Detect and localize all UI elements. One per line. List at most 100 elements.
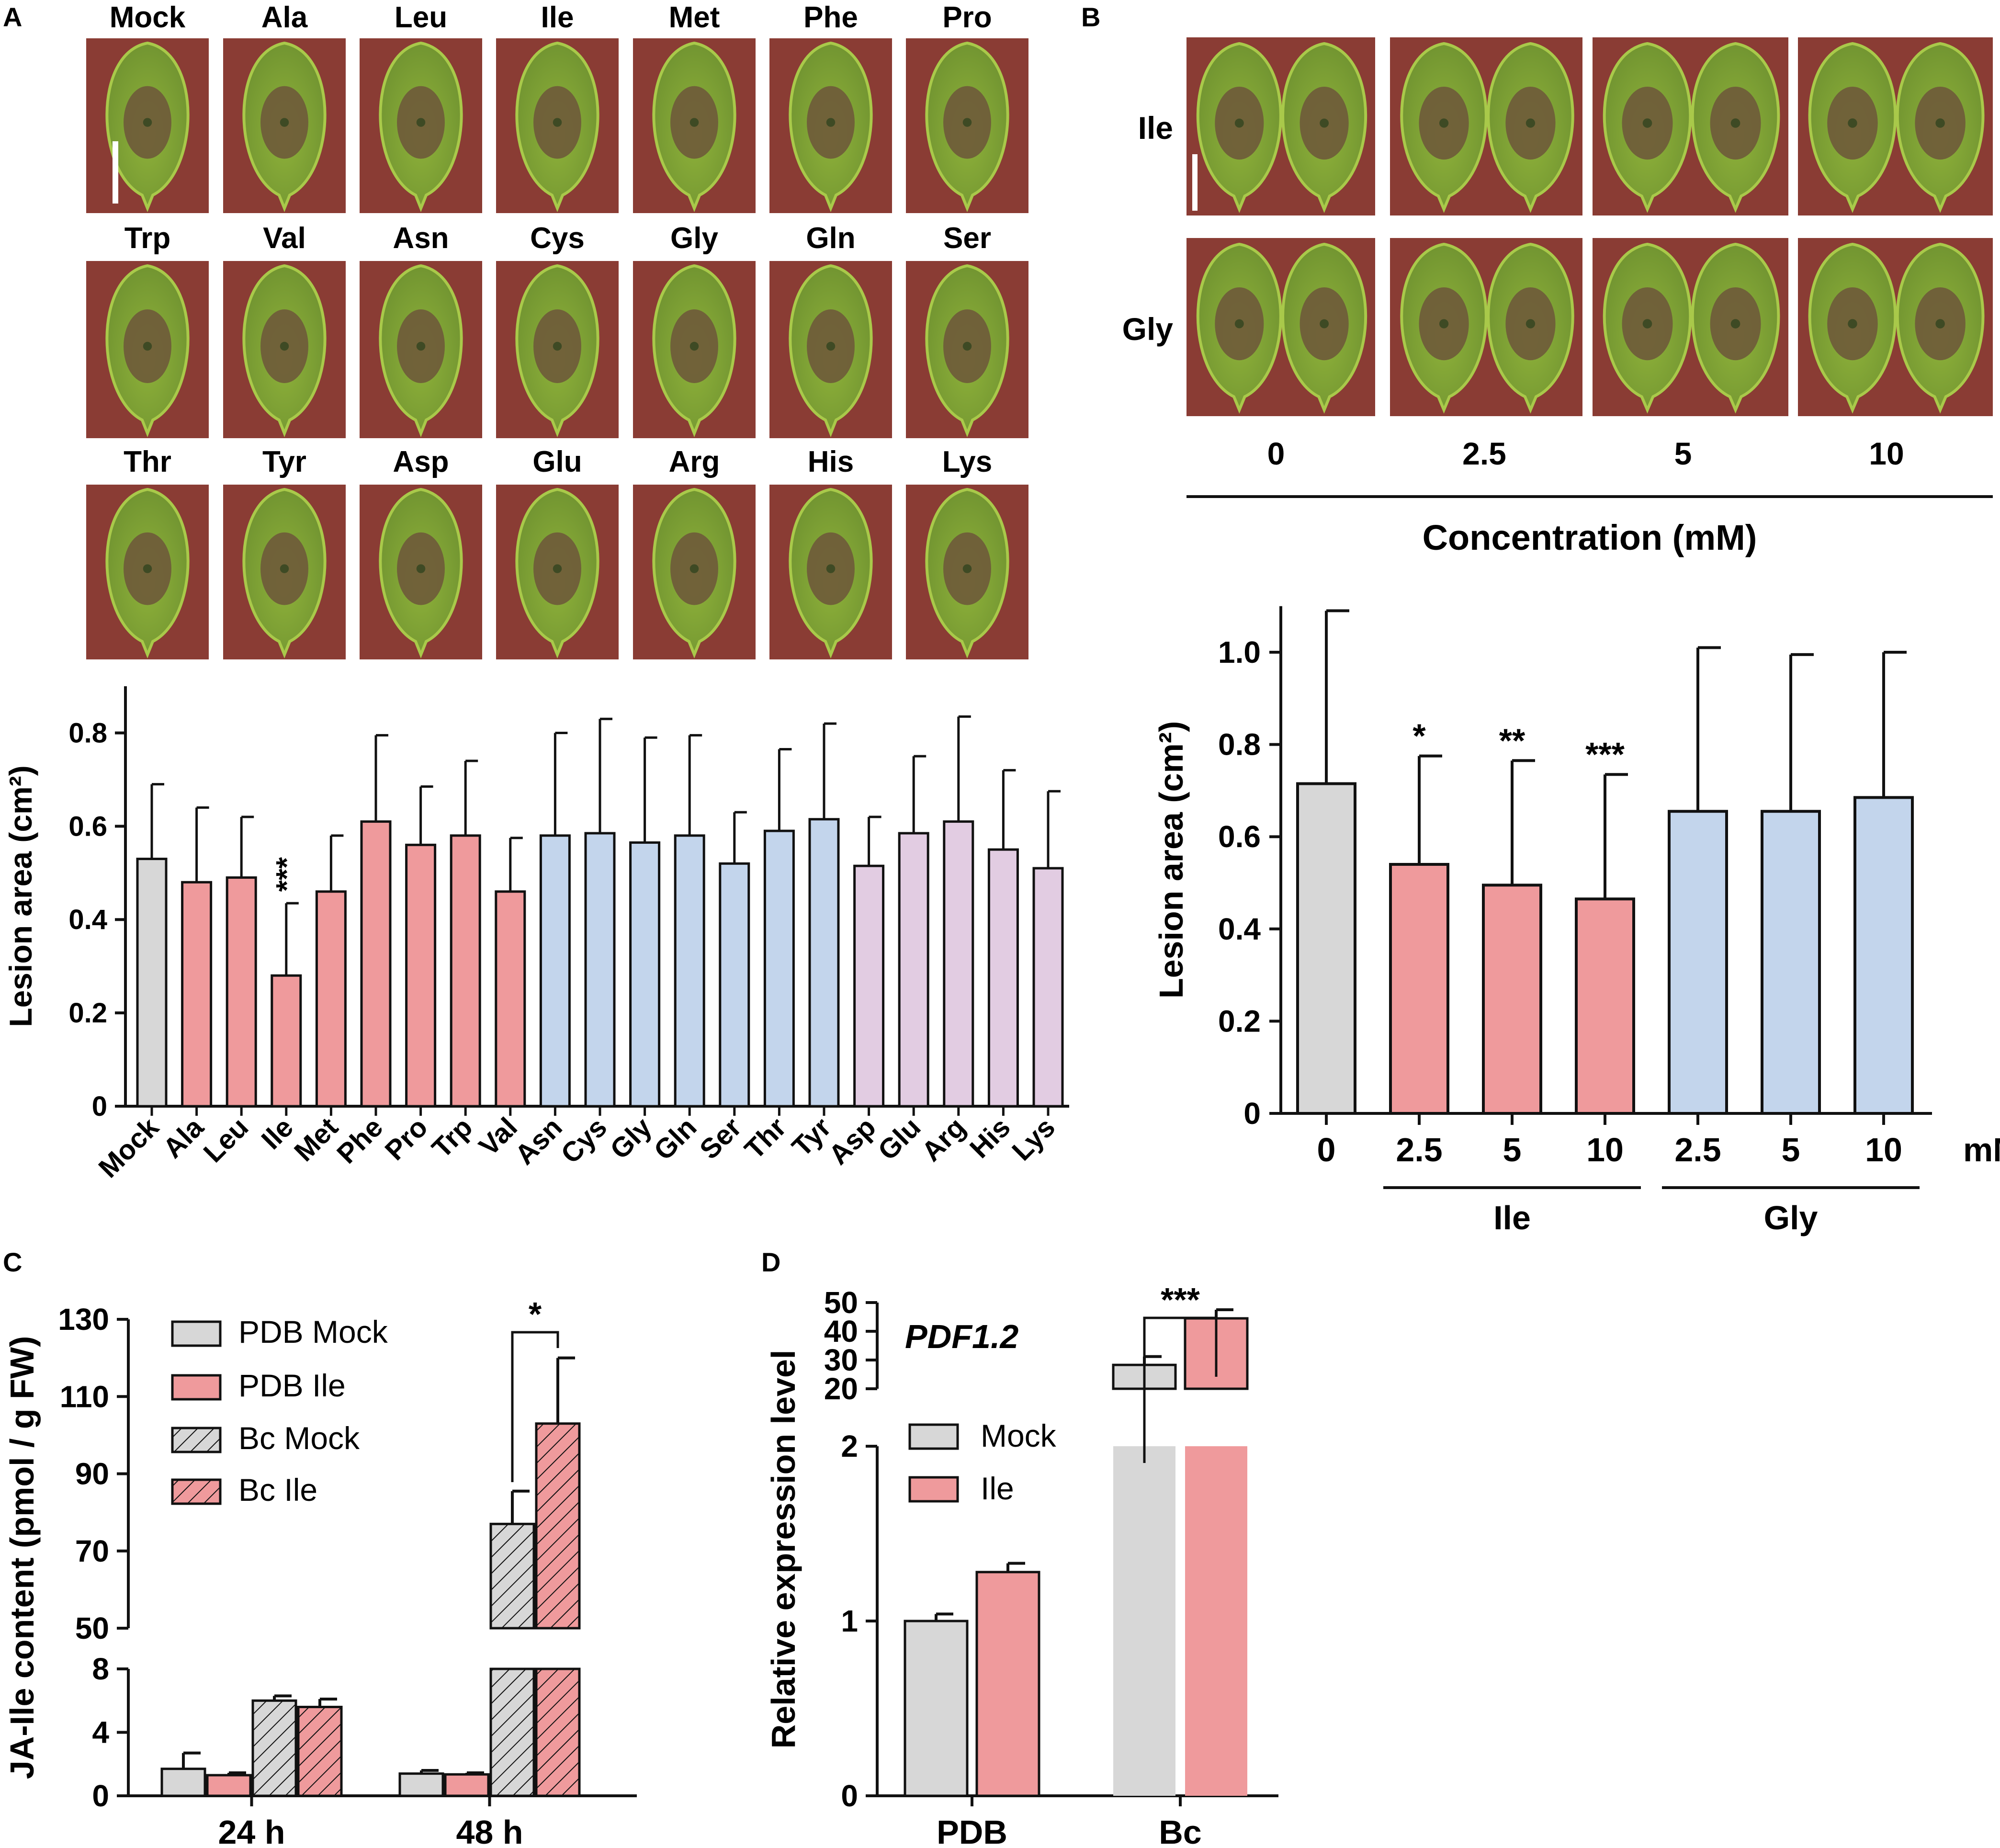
leaf-image bbox=[1603, 242, 1692, 414]
y-tick-label: 0.2 bbox=[68, 998, 107, 1029]
leaf-image-ala bbox=[242, 41, 327, 213]
leaf-image-gly bbox=[652, 264, 736, 438]
photo-label-cys: Cys bbox=[530, 222, 585, 255]
bar-tyr bbox=[808, 818, 840, 1108]
leaf-image-mock bbox=[105, 41, 190, 213]
x-tick-label-leu: Leu bbox=[198, 1111, 255, 1168]
photo-label-asn: Asn bbox=[393, 222, 449, 255]
leaf-lesion-center bbox=[1935, 319, 1945, 329]
leaf-lesion-center bbox=[689, 564, 699, 573]
bar-gly bbox=[629, 841, 661, 1108]
x-tick-label-his: His bbox=[964, 1111, 1017, 1164]
scale-bar bbox=[1192, 154, 1198, 211]
gene-label: PDF1.2 bbox=[905, 1318, 1018, 1355]
legend-label-pdb-mock: PDB Mock bbox=[238, 1314, 388, 1349]
x-tick-label: 0 bbox=[1317, 1131, 1336, 1168]
x-tick-label-met: Met bbox=[288, 1111, 344, 1168]
x-tick-label: 2.5 bbox=[1396, 1131, 1442, 1168]
panel-c-letter: C bbox=[3, 1247, 22, 1277]
bar-mock bbox=[136, 858, 168, 1108]
leaf-image-met bbox=[652, 41, 736, 213]
x-tick-label-Bc: Bc bbox=[1159, 1814, 1201, 1848]
bar-4 bbox=[1668, 810, 1728, 1115]
legend-swatch-mock bbox=[908, 1423, 959, 1450]
y-tick-label: 4 bbox=[92, 1715, 109, 1750]
bar-phe bbox=[360, 820, 392, 1108]
bar-bc-mock bbox=[489, 1522, 535, 1630]
panel-b-chart: 0 0.2 0.4 0.6 0.8 1.0 Lesion area (cm²) 0 2.5 * 5 *… bbox=[1153, 606, 2000, 1236]
bar-ile bbox=[975, 1571, 1040, 1797]
leaf-lesion-center bbox=[1730, 118, 1740, 128]
leaf-lesion-center bbox=[280, 341, 289, 351]
leaf-image bbox=[1400, 242, 1488, 414]
leaf-image bbox=[1808, 242, 1897, 414]
bar-5 bbox=[1761, 810, 1821, 1115]
significance-marker: * bbox=[529, 1295, 542, 1333]
y-tick-label: 40 bbox=[824, 1314, 858, 1349]
x-tick-label-PDB: PDB bbox=[937, 1814, 1007, 1848]
leaf-lesion-center bbox=[962, 564, 972, 573]
photo-label-met: Met bbox=[669, 1, 720, 34]
leaf-image-glu bbox=[515, 488, 599, 659]
bar-met bbox=[315, 890, 347, 1108]
x-tick-label-gly: Gly bbox=[604, 1111, 658, 1165]
leaf-lesion-center bbox=[1234, 118, 1244, 128]
y-axis-title: Relative expression level bbox=[765, 1350, 802, 1749]
leaf-image-ser bbox=[925, 264, 1009, 438]
photo-row-label-gly: Gly bbox=[1122, 311, 1174, 347]
leaf-image bbox=[1603, 42, 1692, 213]
leaf-lesion-center bbox=[143, 564, 152, 573]
y-tick-label: 1 bbox=[841, 1604, 858, 1638]
x-tick-label-48-h: 48 h bbox=[456, 1814, 523, 1848]
photo-label-ser: Ser bbox=[943, 222, 991, 255]
y-tick-label: 0.6 bbox=[68, 811, 107, 842]
y-tick-label: 50 bbox=[75, 1611, 109, 1645]
leaf-lesion-center bbox=[1320, 319, 1329, 329]
legend-swatch-ile bbox=[908, 1476, 959, 1503]
y-tick-label: 2 bbox=[841, 1429, 858, 1463]
unit-label: mM bbox=[1963, 1131, 2000, 1168]
bar-glu bbox=[898, 832, 929, 1108]
photo-label-leu: Leu bbox=[395, 1, 447, 34]
leaf-lesion-center bbox=[553, 341, 562, 351]
leaf-lesion-center bbox=[280, 564, 289, 573]
y-tick-label: 0.8 bbox=[68, 717, 107, 748]
leaf-image-asn bbox=[379, 264, 463, 438]
leaf-image bbox=[1487, 42, 1574, 213]
photo-label-phe: Phe bbox=[803, 1, 858, 34]
bar-gln bbox=[674, 834, 705, 1108]
leaf-image bbox=[1691, 42, 1780, 213]
significance-marker: ** bbox=[1499, 722, 1525, 759]
legend-label-bc-ile: Bc Ile bbox=[238, 1472, 317, 1508]
concentration-axis-title: Concentration (mM) bbox=[1423, 518, 1757, 557]
leaf-image bbox=[1196, 242, 1282, 414]
bar-val bbox=[495, 890, 526, 1108]
significance-marker: * bbox=[1412, 717, 1426, 755]
y-tick-label: 0 bbox=[841, 1779, 858, 1813]
leaf-image bbox=[1196, 42, 1282, 213]
bar-pdb-mock bbox=[160, 1768, 206, 1797]
leaf-image bbox=[1400, 42, 1488, 213]
y-tick-label: 0.2 bbox=[1218, 1004, 1261, 1038]
leaf-image-leu bbox=[379, 41, 463, 213]
bar-bc-ile bbox=[535, 1422, 581, 1630]
x-tick-label-ala: Ala bbox=[157, 1111, 210, 1164]
y-tick-label: 0 bbox=[1243, 1096, 1261, 1131]
y-axis-title: JA-Ile content (pmol / g FW) bbox=[3, 1336, 41, 1779]
leaf-image-trp bbox=[105, 264, 190, 438]
leaf-lesion-center bbox=[280, 118, 289, 127]
x-tick-label-asn: Asn bbox=[509, 1111, 568, 1170]
bar-6 bbox=[1853, 796, 1914, 1115]
leaf-lesion-center bbox=[826, 341, 836, 351]
photo-label-val: Val bbox=[263, 222, 306, 255]
bar-lower-segment bbox=[489, 1667, 535, 1797]
y-tick-label: 70 bbox=[75, 1534, 109, 1568]
bar-trp bbox=[450, 834, 481, 1108]
leaf-lesion-center bbox=[1439, 319, 1449, 329]
significance-bracket bbox=[1143, 1316, 1218, 1463]
x-tick-label-trp: Trp bbox=[426, 1111, 479, 1164]
panel-a-photo-grid: Mock Ala Leu Ile Met Phe Pro Trp Val Asn Cys Gly Gln… bbox=[86, 1, 1028, 659]
leaf-image-cys bbox=[515, 264, 599, 438]
y-tick-label: 110 bbox=[60, 1379, 109, 1414]
panel-c-chart: 50 70 90 110 130 0 4 8 JA-Ile content (pmol / g … bbox=[3, 1295, 637, 1848]
